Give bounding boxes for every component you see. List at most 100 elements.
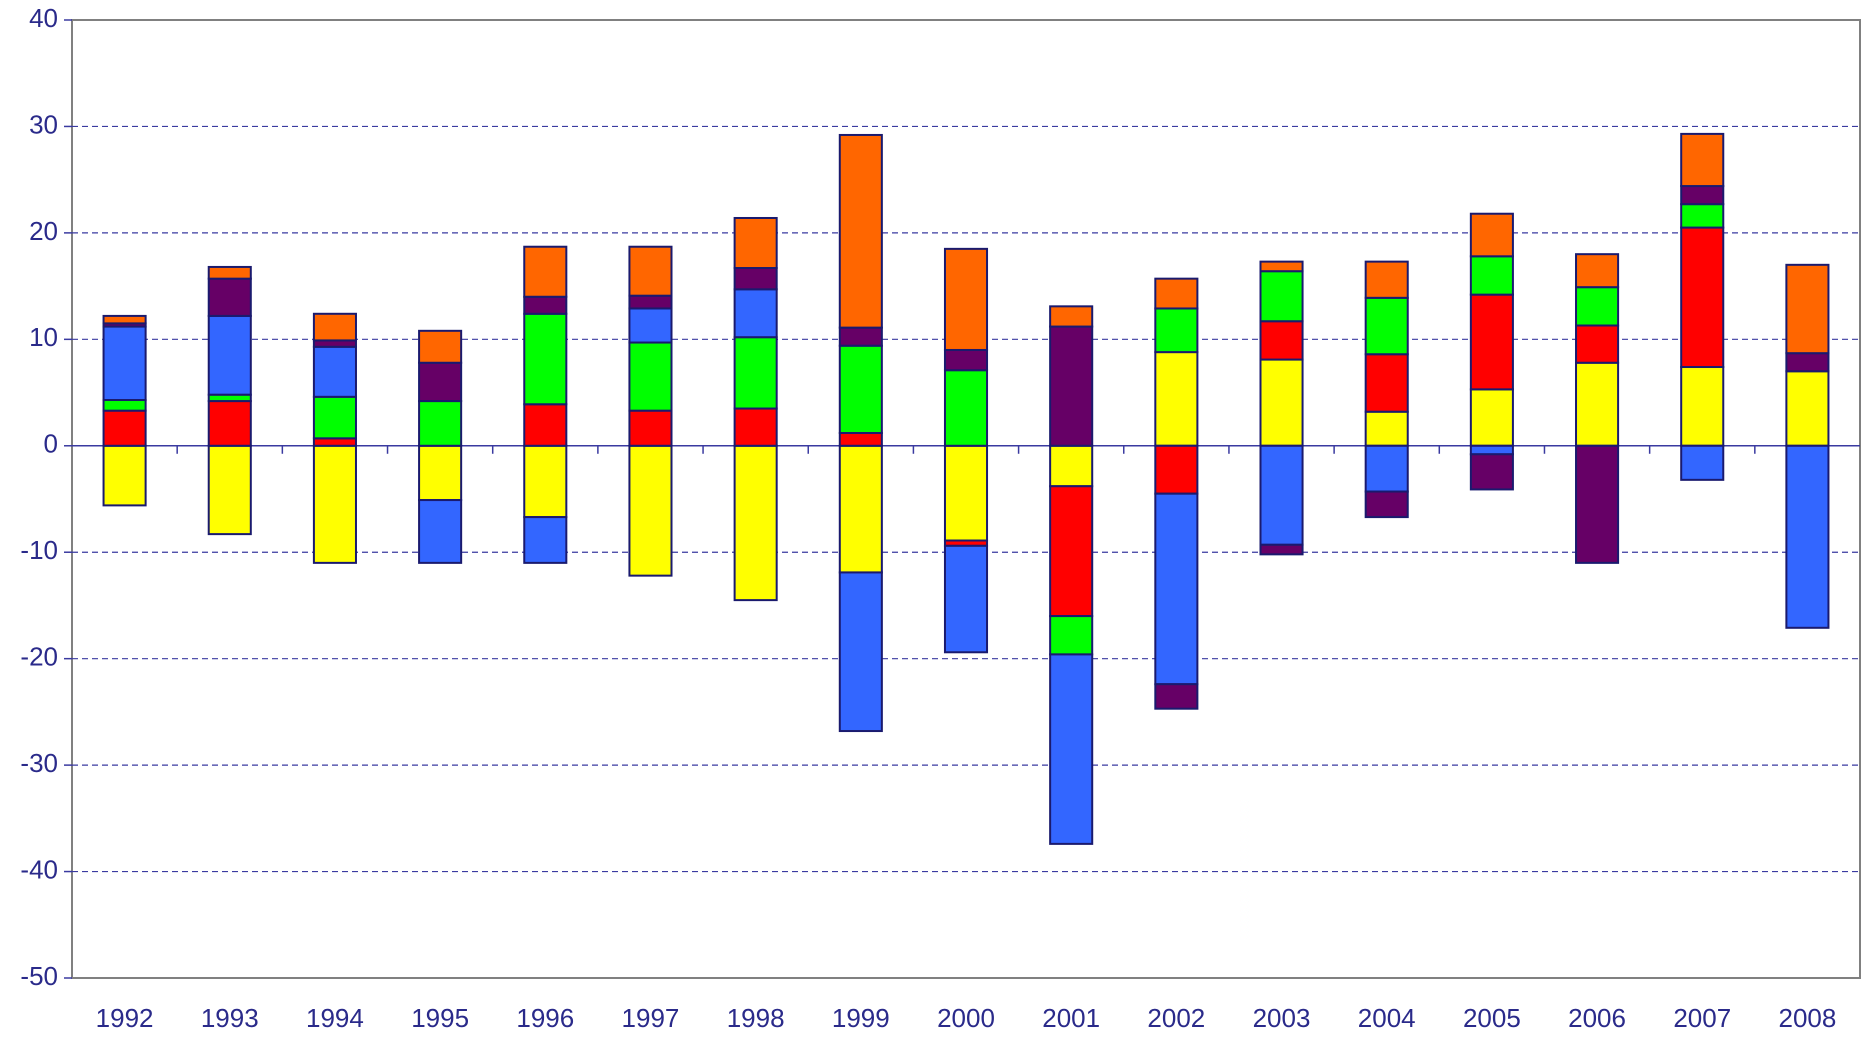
bar-segment	[1154, 492, 1199, 686]
bar-segment	[1049, 305, 1094, 328]
bar-segment	[418, 444, 463, 502]
y-tick-label: 30	[29, 109, 58, 139]
x-tick-label: 2005	[1463, 1003, 1521, 1033]
x-tick-label: 1996	[516, 1003, 574, 1033]
y-tick-label: 0	[44, 429, 58, 459]
bar-segment	[1259, 358, 1304, 447]
bar-segment	[1785, 370, 1830, 447]
bar-segment	[312, 437, 357, 447]
bar-segment	[1575, 286, 1620, 327]
x-tick-label: 2002	[1147, 1003, 1205, 1033]
bar-segment	[1259, 444, 1304, 546]
bar-segment	[1575, 361, 1620, 447]
bar-segment	[523, 444, 568, 519]
bar-segment	[418, 499, 463, 564]
bar-segment	[1259, 270, 1304, 323]
bar-segment	[1785, 352, 1830, 373]
bar-segment	[418, 361, 463, 403]
x-tick-label: 1995	[411, 1003, 469, 1033]
bar-segment	[1364, 296, 1409, 356]
bar-segment	[1364, 444, 1409, 493]
bar-segment	[838, 444, 883, 574]
bar-segment	[628, 341, 673, 412]
bar-segment	[523, 245, 568, 298]
bar-segment	[207, 277, 252, 317]
bar-segment	[1049, 485, 1094, 618]
y-tick-label: -30	[20, 748, 58, 778]
bar-segment	[207, 265, 252, 280]
bar-segment	[312, 345, 357, 398]
bar-segment	[838, 133, 883, 329]
bar-segment	[733, 444, 778, 602]
bar-segment	[102, 325, 147, 402]
bar-segment	[523, 312, 568, 406]
x-tick-label: 2008	[1778, 1003, 1836, 1033]
x-tick-label: 1992	[96, 1003, 154, 1033]
y-tick-label: 40	[29, 3, 58, 33]
bar-segment	[1259, 320, 1304, 361]
bar-segment	[1154, 683, 1199, 710]
y-tick-label: 20	[29, 216, 58, 246]
bar-segment	[628, 307, 673, 344]
x-tick-label: 1998	[727, 1003, 785, 1033]
bar-segment	[943, 348, 989, 372]
bar-segment	[628, 294, 673, 310]
x-tick-label: 2000	[937, 1003, 995, 1033]
bar-segment	[733, 216, 778, 270]
bar-segment	[1680, 444, 1725, 481]
bar-segment	[1680, 366, 1725, 447]
bar-segment	[733, 407, 778, 447]
bar-segment	[733, 288, 778, 339]
bar-segment	[418, 400, 463, 447]
bar-segment	[207, 400, 252, 447]
bar-segment	[207, 444, 252, 536]
bar-segment	[1469, 453, 1514, 491]
bar-segment	[1259, 260, 1304, 273]
bar-segment	[1680, 132, 1725, 188]
x-tick-label: 1999	[832, 1003, 890, 1033]
x-tick-label: 2007	[1673, 1003, 1731, 1033]
bar-segment	[1469, 388, 1514, 447]
x-tick-label: 2006	[1568, 1003, 1626, 1033]
bar-segment	[943, 247, 989, 351]
bar-segment	[838, 571, 883, 733]
bar-segment	[1575, 324, 1620, 364]
bar-segment	[733, 336, 778, 410]
bar-segment	[312, 395, 357, 440]
x-tick-label: 1993	[201, 1003, 259, 1033]
bar-segment	[943, 369, 989, 447]
y-tick-label: -40	[20, 854, 58, 884]
x-tick-label: 1994	[306, 1003, 364, 1033]
bar-segment	[523, 403, 568, 447]
bar-segment	[102, 444, 147, 507]
bar-segment	[628, 444, 673, 577]
bar-segment	[1364, 410, 1409, 447]
bar-segment	[1364, 490, 1409, 519]
bar-segment	[1154, 277, 1199, 310]
bar-segment	[1049, 444, 1094, 488]
bar-segment	[1259, 543, 1304, 556]
bar-segment	[1575, 253, 1620, 289]
y-tick-label: 10	[29, 322, 58, 352]
bar-segment	[523, 516, 568, 564]
bar-segment	[1785, 263, 1830, 355]
bar-segment	[312, 312, 357, 342]
bar-segment	[1469, 444, 1514, 456]
x-tick-label: 2004	[1358, 1003, 1416, 1033]
bar-segment	[1049, 325, 1094, 447]
bar-segment	[1469, 255, 1514, 296]
bar-segment	[207, 314, 252, 396]
x-tick-label: 1997	[622, 1003, 680, 1033]
bar-segment	[1680, 226, 1725, 369]
bar-segment	[838, 326, 883, 347]
bar-segment	[1049, 653, 1094, 845]
y-tick-label: -50	[20, 961, 58, 991]
bar-segment	[1469, 212, 1514, 258]
bar-segment	[1575, 444, 1620, 564]
bar-segment	[628, 245, 673, 297]
bar-segment	[1154, 351, 1199, 447]
bar-segment	[1680, 203, 1725, 229]
bar-segment	[628, 409, 673, 447]
bar-segment	[1049, 615, 1094, 656]
bar-segment	[1785, 444, 1830, 629]
